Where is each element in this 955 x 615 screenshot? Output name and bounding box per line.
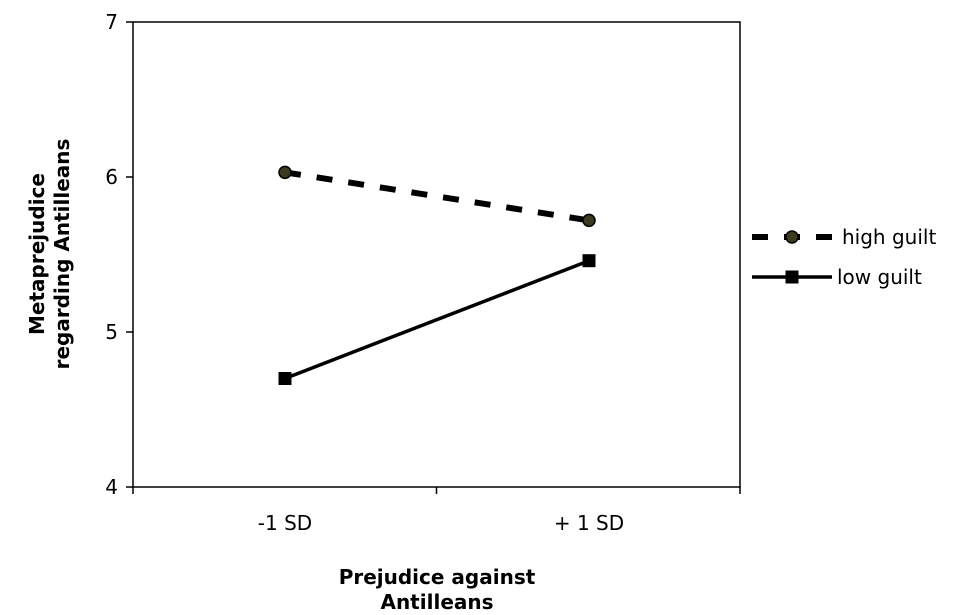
point-1-1 xyxy=(583,254,596,267)
y-axis-title-line2: regarding Antilleans xyxy=(50,139,74,370)
legend-marker-1 xyxy=(786,271,799,284)
series-line-0 xyxy=(285,172,589,220)
x-axis-title-line2: Antilleans xyxy=(380,590,493,614)
y-axis-ticks: 4 5 6 7 xyxy=(105,10,133,499)
legend-label-0: high guilt xyxy=(842,225,936,249)
point-0-0 xyxy=(279,166,291,178)
point-1-0 xyxy=(279,372,292,385)
x-tick-label-1: + 1 SD xyxy=(554,511,624,535)
y-tick-label-5: 5 xyxy=(105,320,118,344)
legend: high guilt low guilt xyxy=(752,225,936,289)
y-tick-label-4: 4 xyxy=(105,475,118,499)
point-0-1 xyxy=(583,214,595,226)
series-layer xyxy=(279,166,596,385)
legend-label-1: low guilt xyxy=(837,265,922,289)
x-axis-ticks: -1 SD + 1 SD xyxy=(133,487,740,535)
y-tick-label-7: 7 xyxy=(105,10,118,34)
legend-marker-0 xyxy=(786,231,798,243)
x-axis-title-line1: Prejudice against xyxy=(339,565,536,589)
y-tick-label-6: 6 xyxy=(105,165,118,189)
x-tick-label-0: -1 SD xyxy=(258,511,312,535)
y-axis-title-line1: Metaprejudice xyxy=(25,173,49,335)
plot-frame xyxy=(133,22,740,487)
series-line-1 xyxy=(285,261,589,379)
